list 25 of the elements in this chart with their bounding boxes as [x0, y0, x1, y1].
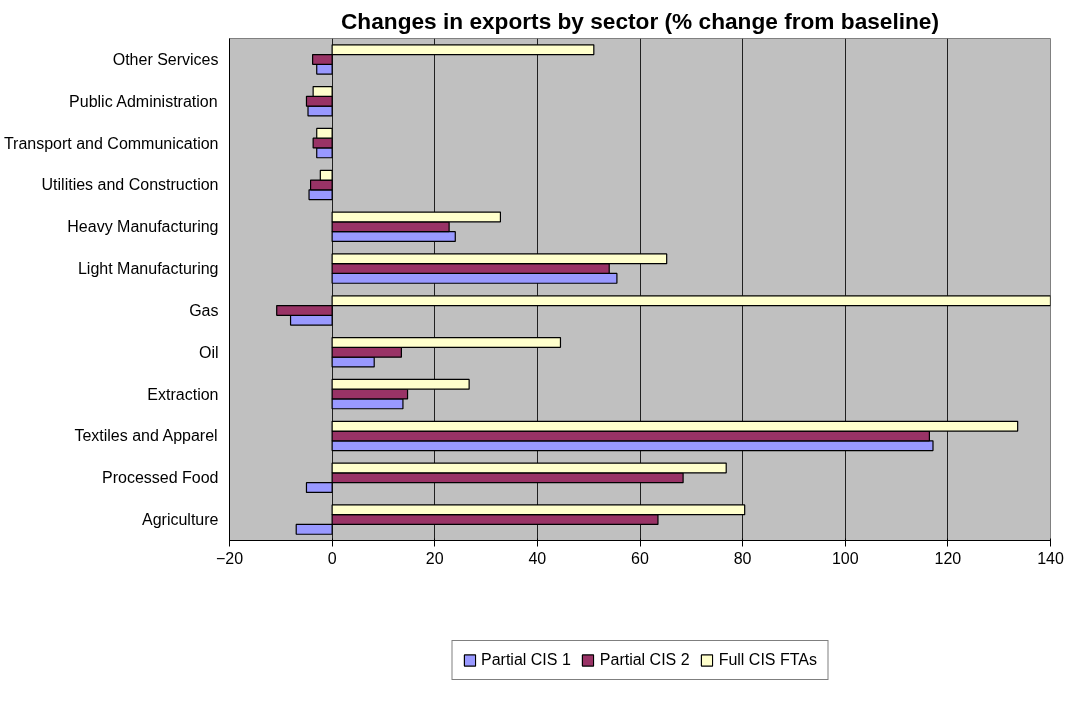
- y-tick-label: Public Administration: [69, 92, 218, 110]
- y-tick-label: Extraction: [147, 385, 219, 403]
- legend-label: Full CIS FTAs: [718, 651, 817, 669]
- x-tick-label: 100: [831, 549, 859, 567]
- y-tick-label: Oil: [198, 343, 219, 361]
- legend-label: Partial CIS 1: [481, 651, 571, 669]
- y-tick-label: Heavy Manufacturing: [67, 218, 219, 236]
- y-tick-label: Other Services: [112, 50, 219, 68]
- x-tick-label: 0: [327, 549, 337, 567]
- x-tick-label: 140: [1037, 549, 1064, 567]
- y-tick-label: Processed Food: [101, 469, 219, 487]
- y-tick-label: Textiles and Apparel: [74, 427, 218, 445]
- y-tick-label: Utilities and Construction: [41, 176, 219, 194]
- y-tick-label: Agriculture: [142, 511, 219, 529]
- y-tick-label: Light Manufacturing: [77, 260, 219, 278]
- y-tick-label: Gas: [189, 301, 219, 319]
- chart-title: Changes in exports by sector (% change from baseline): [340, 7, 940, 34]
- x-tick-label: 80: [733, 549, 752, 567]
- y-tick-label: Transport and Communication: [3, 134, 219, 152]
- x-tick-label: 40: [528, 549, 547, 567]
- x-tick-label: 20: [425, 549, 444, 567]
- x-tick-label: 60: [631, 549, 649, 567]
- legend-label: Partial CIS 2: [599, 651, 690, 669]
- x-tick-label: −20: [215, 549, 244, 567]
- x-tick-label: 120: [934, 549, 962, 567]
